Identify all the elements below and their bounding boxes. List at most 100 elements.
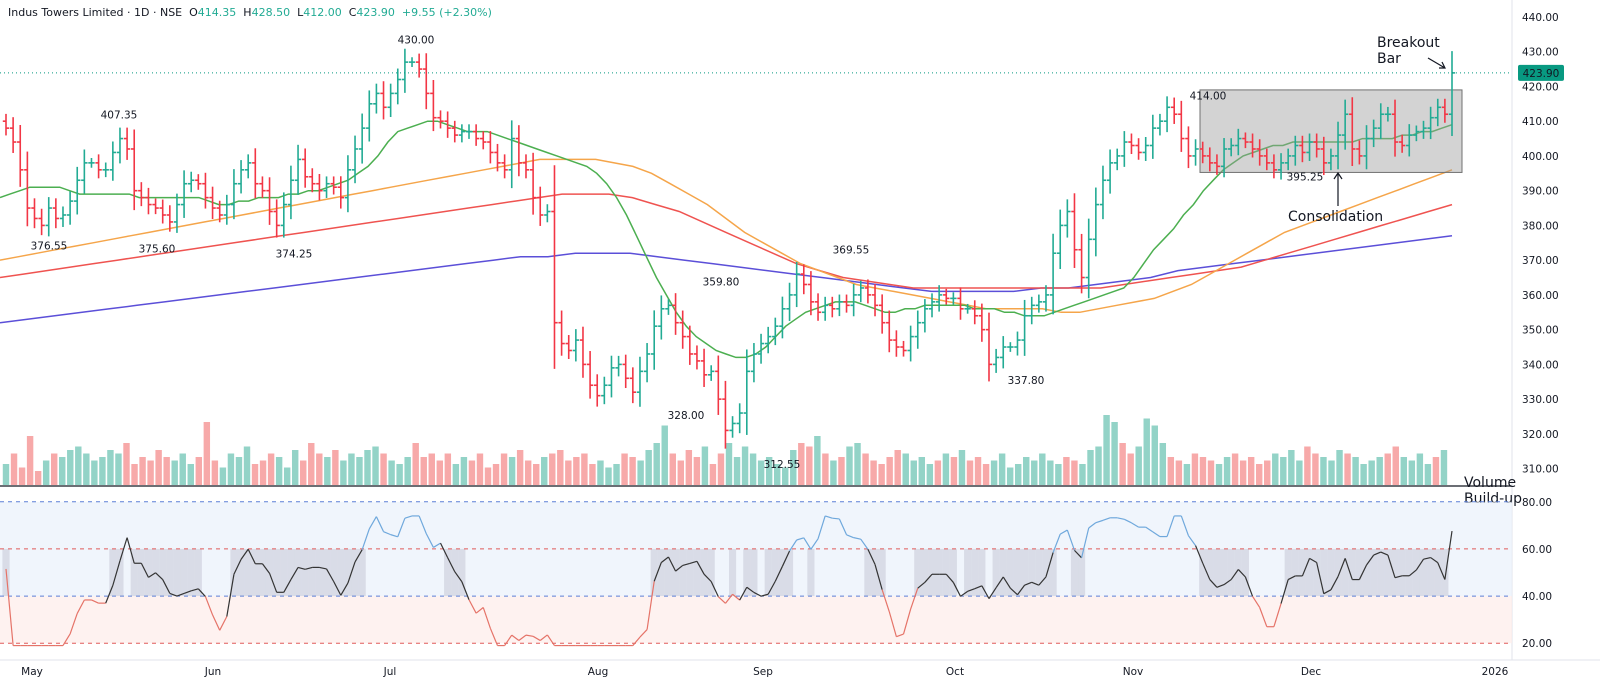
rsi-line-segment [1323,589,1332,595]
rsi-neutral-band [1334,548,1342,597]
rsi-neutral-band [1320,548,1328,597]
rsi-neutral-band [771,548,779,597]
ohlc-bar [344,155,352,213]
ohlc-bar [772,317,779,346]
rsi-line-segment [126,537,135,564]
rsi-line-segment [404,515,413,519]
rsi-neutral-band [1384,548,1392,597]
volume-bar [854,443,861,485]
rsi-line-segment [1430,557,1439,564]
rsi-line-segment [810,538,819,550]
rsi-line-segment [1223,579,1232,586]
rsi-line-segment [1287,575,1296,581]
ohlc-bar [807,271,815,316]
ohlc-bar [622,354,629,389]
volume-bar [661,425,668,485]
rsi-line-segment [945,573,954,583]
ohlc-bar [430,80,437,132]
consolidation-label: Consolidation [1288,209,1383,225]
rsi-neutral-band [1199,548,1207,597]
rsi-line-segment [1009,587,1018,596]
rsi-neutral-band [964,548,972,597]
ohlc-bar [1007,342,1014,352]
rsi-neutral-band [173,548,181,597]
rsi-line-segment [639,629,648,638]
ohlc-bar [793,261,800,308]
ohlc-bar [180,170,188,218]
rsi-neutral-band [1341,548,1349,597]
ohlc-bar [244,154,252,179]
rsi-line-segment [447,557,456,572]
ohlc-bar [52,198,60,229]
volume-bar [267,453,275,485]
volume-bar [34,471,42,485]
rsi-line-segment [1309,557,1317,563]
rsi-line-segment [1280,579,1289,604]
ohlc-bar [1064,199,1071,238]
open-label: O [189,6,198,19]
rsi-neutral-band [1377,548,1385,597]
ohlc-bar [387,83,394,118]
ohlc-bar [1320,136,1327,176]
ohlc-bar [964,303,971,314]
rsi-line-segment [1444,530,1453,580]
volume-bar [420,457,427,485]
ohlc-bar [494,143,501,172]
rsi-line-segment [340,582,349,596]
rsi-line-segment [333,581,342,596]
volume-bar [484,467,492,485]
rsi-line-segment [1408,569,1417,577]
rsi-neutral-band [330,548,338,597]
ohlc-bar [544,204,551,223]
ohlc-bar [707,365,715,381]
volume-bar [926,464,934,485]
rsi-line-segment [660,556,669,563]
rsi-line-segment [1394,575,1403,579]
rsi-neutral-band [664,548,673,597]
volume-bar [283,467,291,485]
ohlc-bar [928,293,936,318]
volume-bar [468,460,476,485]
time-tick-label: Aug [588,666,609,678]
volume-bar [870,460,877,485]
rsi-upper-zone [0,501,1512,597]
rsi-line-segment [1237,569,1246,578]
volume-bar [211,460,219,485]
rsi-neutral-band [322,548,331,597]
ohlc-bar [729,416,736,438]
rsi-tick-label: 80.00 [1522,497,1552,509]
volume-label-line1: Volume [1464,475,1516,491]
rsi-line-segment [995,576,1004,589]
volume-bar [1071,460,1078,485]
volume-bar [348,453,355,485]
rsi-line-segment [796,537,804,541]
ohlc-bar [1170,97,1178,124]
rsi-line-segment [539,634,548,641]
ohlc-bar [223,194,231,225]
rsi-line-segment [653,562,662,582]
rsi-line-segment [475,607,484,614]
volume-bar [549,453,556,485]
volume-bar [1079,464,1086,485]
volume-bar [613,464,620,485]
ohlc-bar [9,117,17,153]
ohlc-bar [658,295,665,340]
ohlc-bar [1420,120,1427,139]
low-value: 412.00 [303,6,342,19]
volume-bar [203,422,211,485]
rsi-neutral-band [1006,548,1014,597]
ohlc-bar [821,296,829,321]
sma200-line [0,235,1453,324]
rsi-line-segment [832,517,840,520]
ohlc-bar [857,280,864,303]
rsi-neutral-band [1412,548,1420,597]
ohlc-bar [202,172,209,209]
ohlc-bar [743,349,751,435]
rsi-neutral-band [244,548,252,597]
volume-bar [910,460,917,485]
rsi-line-segment [1002,576,1011,589]
rsi-line-segment [682,562,690,567]
rsi-neutral-band [273,548,281,597]
ohlc-bar [95,154,102,179]
